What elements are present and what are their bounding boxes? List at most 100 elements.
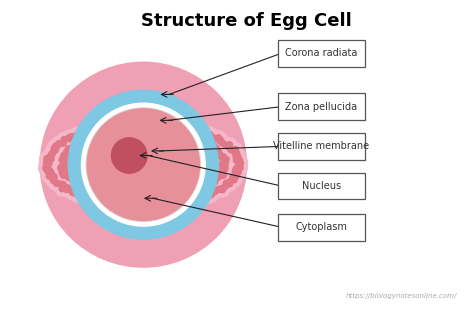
- Ellipse shape: [215, 183, 230, 197]
- Ellipse shape: [79, 150, 85, 156]
- Ellipse shape: [70, 177, 76, 183]
- Ellipse shape: [140, 128, 155, 143]
- Ellipse shape: [213, 182, 228, 196]
- Ellipse shape: [92, 199, 99, 205]
- Ellipse shape: [91, 137, 105, 151]
- Ellipse shape: [168, 125, 182, 139]
- Ellipse shape: [98, 124, 104, 130]
- Ellipse shape: [200, 173, 206, 179]
- Ellipse shape: [98, 121, 112, 135]
- Ellipse shape: [146, 122, 152, 128]
- Ellipse shape: [42, 169, 56, 183]
- Ellipse shape: [72, 163, 78, 169]
- Ellipse shape: [196, 169, 210, 183]
- Ellipse shape: [55, 154, 70, 168]
- Ellipse shape: [64, 187, 70, 193]
- Ellipse shape: [125, 186, 139, 200]
- Ellipse shape: [90, 188, 104, 202]
- Ellipse shape: [124, 192, 138, 207]
- Ellipse shape: [104, 131, 110, 137]
- Ellipse shape: [158, 128, 164, 134]
- Ellipse shape: [115, 196, 120, 202]
- Ellipse shape: [125, 188, 131, 194]
- Ellipse shape: [192, 141, 206, 155]
- Ellipse shape: [71, 143, 77, 149]
- Ellipse shape: [59, 170, 65, 176]
- Ellipse shape: [216, 173, 221, 179]
- Ellipse shape: [152, 189, 158, 195]
- Ellipse shape: [217, 137, 223, 142]
- Ellipse shape: [77, 171, 91, 186]
- Ellipse shape: [99, 191, 105, 197]
- Ellipse shape: [91, 180, 97, 186]
- Ellipse shape: [76, 139, 82, 145]
- Ellipse shape: [123, 199, 137, 213]
- Ellipse shape: [79, 139, 85, 145]
- Ellipse shape: [187, 138, 202, 152]
- Ellipse shape: [187, 142, 193, 148]
- Ellipse shape: [208, 175, 222, 189]
- Ellipse shape: [39, 155, 54, 169]
- Ellipse shape: [211, 135, 217, 141]
- Ellipse shape: [164, 201, 169, 207]
- Ellipse shape: [44, 165, 49, 171]
- Ellipse shape: [102, 131, 117, 145]
- Ellipse shape: [158, 118, 173, 132]
- Ellipse shape: [198, 136, 212, 150]
- Text: Vitelline membrane: Vitelline membrane: [273, 141, 369, 151]
- Ellipse shape: [199, 138, 205, 144]
- Ellipse shape: [95, 135, 109, 149]
- Ellipse shape: [183, 178, 198, 193]
- Ellipse shape: [206, 193, 212, 199]
- Ellipse shape: [110, 192, 125, 206]
- Ellipse shape: [231, 159, 246, 173]
- Text: Cytoplasm: Cytoplasm: [295, 222, 347, 232]
- Ellipse shape: [62, 156, 68, 162]
- Ellipse shape: [140, 195, 146, 201]
- Ellipse shape: [51, 175, 56, 181]
- Ellipse shape: [68, 90, 218, 239]
- Ellipse shape: [57, 156, 71, 171]
- Ellipse shape: [148, 185, 162, 200]
- Ellipse shape: [64, 149, 70, 155]
- Ellipse shape: [196, 179, 202, 184]
- Ellipse shape: [109, 182, 123, 197]
- Ellipse shape: [210, 171, 225, 185]
- Ellipse shape: [218, 180, 232, 194]
- Ellipse shape: [78, 132, 93, 147]
- Ellipse shape: [193, 144, 200, 150]
- Ellipse shape: [74, 137, 88, 151]
- Ellipse shape: [207, 131, 221, 145]
- Ellipse shape: [206, 193, 211, 199]
- Ellipse shape: [234, 154, 240, 160]
- Ellipse shape: [172, 186, 178, 192]
- Ellipse shape: [189, 184, 203, 198]
- Ellipse shape: [68, 175, 82, 190]
- Ellipse shape: [222, 175, 237, 189]
- Ellipse shape: [208, 184, 222, 199]
- Ellipse shape: [146, 192, 161, 207]
- Ellipse shape: [198, 187, 204, 193]
- Ellipse shape: [63, 169, 69, 175]
- Ellipse shape: [91, 197, 97, 203]
- Ellipse shape: [68, 162, 82, 176]
- Ellipse shape: [148, 121, 155, 127]
- Ellipse shape: [162, 189, 176, 203]
- Ellipse shape: [48, 155, 54, 161]
- Ellipse shape: [123, 123, 137, 137]
- Ellipse shape: [87, 194, 101, 208]
- Ellipse shape: [137, 127, 143, 132]
- Ellipse shape: [104, 200, 110, 206]
- Ellipse shape: [205, 180, 210, 186]
- Ellipse shape: [98, 133, 104, 139]
- Ellipse shape: [57, 161, 72, 175]
- Ellipse shape: [88, 129, 102, 143]
- Ellipse shape: [203, 154, 209, 159]
- Ellipse shape: [125, 191, 139, 205]
- Ellipse shape: [219, 138, 233, 152]
- Ellipse shape: [100, 127, 114, 141]
- Ellipse shape: [213, 145, 219, 151]
- Ellipse shape: [225, 144, 231, 150]
- Ellipse shape: [146, 133, 153, 139]
- Ellipse shape: [83, 183, 97, 197]
